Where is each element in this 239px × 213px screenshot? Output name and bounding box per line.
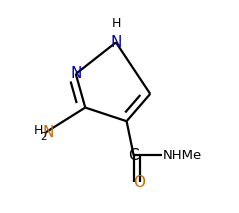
Text: O: O	[134, 175, 146, 190]
Text: NHMe: NHMe	[163, 149, 202, 162]
Text: 2: 2	[40, 132, 47, 142]
Text: N: N	[110, 35, 122, 50]
Text: H: H	[111, 17, 121, 30]
Text: N: N	[70, 66, 81, 81]
Text: H: H	[33, 124, 43, 137]
Text: C: C	[128, 148, 139, 163]
Text: N: N	[43, 125, 54, 140]
